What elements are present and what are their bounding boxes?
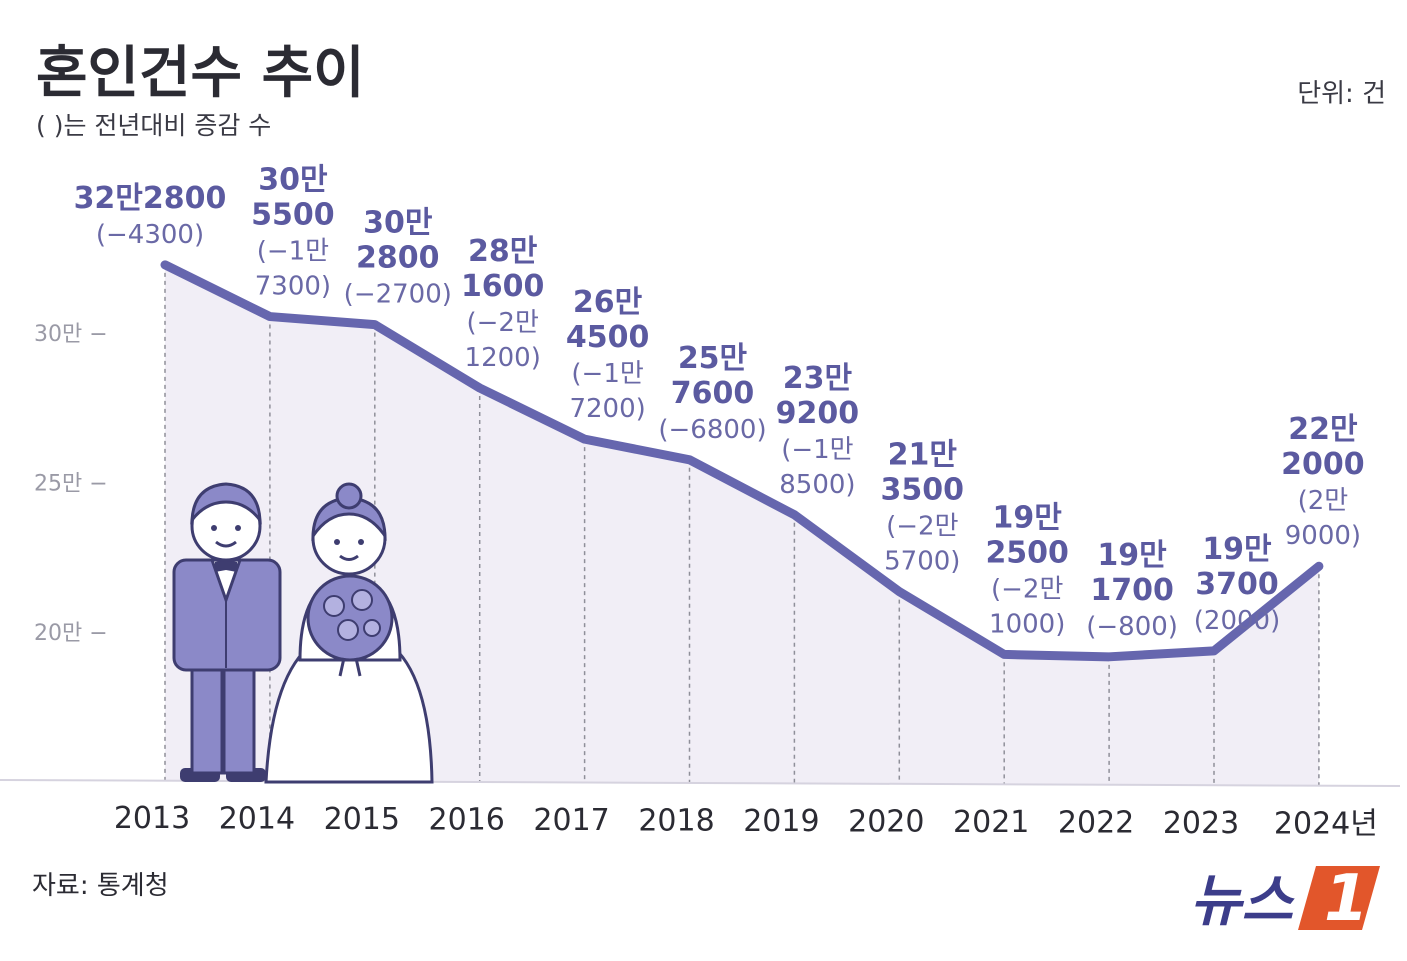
- series-line: [160, 260, 1324, 662]
- x-tick-label: 2020: [848, 805, 924, 840]
- change-label-2024년: (2만: [1298, 486, 1349, 516]
- value-label-2018: 7600: [671, 376, 755, 411]
- data-point-2024년: [1316, 564, 1321, 569]
- data-point-2023: [1212, 648, 1216, 653]
- logo-text: 뉴스: [1190, 869, 1296, 934]
- value-label-2014: 30만: [258, 163, 328, 198]
- change-label-2020: 5700): [884, 547, 960, 577]
- change-label-2023: (2000): [1194, 606, 1280, 636]
- data-point-2018: [687, 457, 692, 462]
- value-label-2015: 30만: [363, 206, 433, 241]
- y-tick-label: 20만 −: [34, 621, 108, 646]
- value-label-2016: 1600: [461, 269, 545, 304]
- change-label-2017: (−1만: [571, 359, 643, 389]
- value-label-2021: 19만: [993, 500, 1063, 535]
- change-label-2022: (−800): [1086, 612, 1178, 642]
- change-label-2014: 7300): [255, 272, 331, 302]
- drop-lines: [164, 264, 1320, 786]
- change-label-2020: (−2만: [886, 512, 958, 542]
- data-point-2013: [163, 262, 167, 267]
- value-label-2018: 25만: [678, 341, 748, 376]
- data-point-2015: [372, 322, 377, 327]
- value-label-2021: 2500: [985, 535, 1069, 570]
- bride-illustration: [264, 482, 434, 784]
- change-label-2021: 1000): [989, 609, 1065, 639]
- x-tick-label: 2017: [533, 803, 609, 838]
- change-label-2014: (−1만: [257, 237, 329, 267]
- x-tick-label: 2018: [638, 804, 714, 839]
- x-tick-label: 2023: [1163, 806, 1239, 841]
- value-label-2022: 1700: [1090, 573, 1174, 608]
- value-label-2013: 32만2800: [74, 181, 227, 216]
- unit-label: 단위: 건: [1297, 79, 1386, 109]
- change-label-2021: (−2만: [991, 574, 1063, 604]
- y-tick-label: 25만 −: [34, 472, 108, 497]
- value-label-2020: 3500: [881, 473, 965, 508]
- change-label-2013: (−4300): [96, 220, 204, 250]
- data-labels: 32만2800(−4300)30만5500(−1만7300)30만2800(−2…: [74, 163, 1365, 642]
- groom-illustration: [172, 482, 282, 782]
- chart-subtitle: ( )는 전년대비 증감 수: [36, 111, 271, 140]
- y-axis: 30만 − 25만 − 20만 −: [34, 322, 108, 646]
- value-label-2014: 5500: [251, 198, 335, 233]
- change-label-2016: 1200): [465, 343, 541, 373]
- data-point-2016: [477, 386, 482, 391]
- data-point-2014: [267, 314, 272, 319]
- value-label-2024년: 2000: [1281, 447, 1365, 482]
- value-label-2023: 19만: [1202, 532, 1272, 567]
- data-point-2021: [1002, 652, 1007, 657]
- x-axis: 2013 2014 2015 2016 2017 2018 2019 2020 2021 2022…: [114, 801, 1378, 842]
- x-tick-label: 2014: [219, 802, 295, 837]
- value-label-2015: 2800: [356, 241, 440, 276]
- x-tick-label: 2016: [429, 803, 505, 838]
- value-label-2022: 19만: [1097, 538, 1167, 573]
- change-label-2015: (−2700): [344, 280, 452, 310]
- data-point-2022: [1107, 654, 1112, 659]
- change-label-2017: 7200): [569, 394, 645, 424]
- change-label-2018: (−6800): [658, 415, 766, 445]
- change-label-2019: (−1만: [781, 435, 853, 465]
- data-point-2020: [897, 589, 902, 594]
- data-point-2017: [582, 437, 587, 442]
- logo-mark: 1: [1324, 862, 1369, 936]
- value-label-2023: 3700: [1195, 567, 1279, 602]
- x-tick-label: 2019: [743, 804, 819, 839]
- value-label-2024년: 22만: [1288, 412, 1358, 447]
- value-label-2017: 4500: [566, 320, 650, 355]
- value-label-2019: 23만: [783, 361, 853, 396]
- x-tick-label: 2022: [1058, 806, 1134, 841]
- source-label: 자료: 통계청: [32, 871, 169, 901]
- value-label-2020: 21만: [888, 438, 958, 473]
- change-label-2016: (−2만: [466, 308, 538, 338]
- x-tick-label: 2021: [953, 805, 1029, 840]
- data-point-2019: [792, 512, 797, 517]
- x-tick-label: 2015: [324, 802, 400, 837]
- x-tick-label: 2013: [114, 801, 190, 836]
- chart-title: 혼인건수 추이: [36, 41, 365, 106]
- value-label-2016: 28만: [468, 234, 538, 269]
- logo-mark-badge: [1298, 866, 1380, 930]
- line-layer: [160, 260, 1324, 662]
- y-tick-label: 30만 −: [34, 322, 108, 347]
- x-tick-label: 2024년: [1274, 807, 1378, 842]
- news1-logo: 뉴스 1: [1190, 862, 1380, 936]
- value-label-2019: 9200: [776, 396, 860, 431]
- change-label-2024년: 9000): [1285, 521, 1361, 551]
- value-label-2017: 26만: [573, 285, 643, 320]
- change-label-2019: 8500): [779, 470, 855, 500]
